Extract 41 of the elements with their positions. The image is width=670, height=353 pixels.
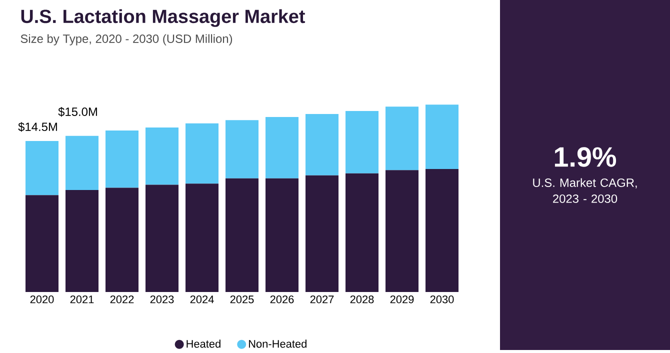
x-tick-label: 2030 (430, 296, 454, 304)
x-tick-label: 2021 (70, 296, 94, 304)
text: 1.9% (554, 147, 616, 167)
bar (186, 184, 219, 292)
x-tick-label: 2026 (270, 296, 294, 304)
annotation: $14.5M (18, 122, 57, 132)
x-tick-label: 2024 (190, 296, 214, 304)
bar (426, 169, 459, 292)
x-tick-label: 2028 (350, 296, 374, 304)
bar (26, 195, 59, 292)
bar (26, 140, 59, 196)
x-tick-label: 2027 (310, 296, 334, 304)
bar (386, 106, 419, 170)
bar (106, 188, 139, 292)
bar (106, 130, 139, 188)
bar (386, 170, 419, 292)
bar (426, 104, 459, 170)
bar (226, 120, 259, 178)
bar (346, 173, 379, 292)
x-tick-label: 2029 (390, 296, 414, 304)
bar (226, 178, 259, 292)
bar (146, 184, 179, 292)
chart-title: U.S. Lactation Massager Market (21, 9, 306, 27)
x-tick-label: 2025 (230, 296, 254, 304)
legend-label: Non-Heated (248, 340, 306, 348)
bar (186, 123, 219, 184)
bar (66, 136, 99, 190)
bar (346, 110, 379, 174)
bar (306, 114, 339, 176)
legend-label: Heated (186, 340, 220, 348)
bar (146, 127, 179, 185)
x-tick-label: 2023 (150, 296, 174, 304)
bar (66, 190, 99, 292)
x-tick-label: 2022 (110, 296, 134, 304)
annotation: $15.0M (58, 106, 97, 117)
text: U.S. Market CAGR, 2023 - 2030 (533, 178, 637, 203)
bar (266, 178, 299, 292)
x-tick-label: 2020 (30, 296, 54, 304)
chart-subtitle: Size by Type, 2020 - 2030 (USD Million) (20, 34, 232, 46)
bar (306, 175, 339, 292)
bar (266, 116, 299, 178)
